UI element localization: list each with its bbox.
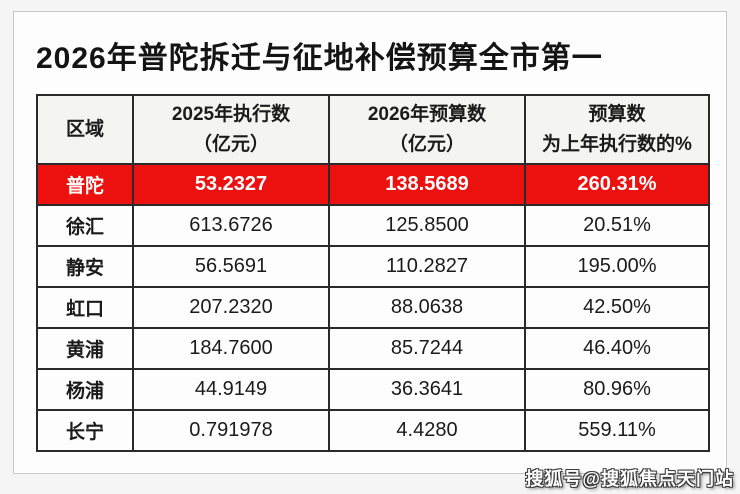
region-cell: 杨浦 — [36, 368, 134, 411]
table-row-xuhui: 徐汇 613.6726 125.8500 20.51% — [36, 204, 710, 247]
exec-2025-cell: 53.2327 — [132, 163, 330, 206]
budget-2026-cell: 88.0638 — [328, 286, 526, 329]
exec-2025-cell: 0.791978 — [132, 409, 330, 452]
exec-2025-cell: 184.7600 — [132, 327, 330, 370]
region-cell: 长宁 — [36, 409, 134, 452]
region-cell: 黄浦 — [36, 327, 134, 370]
budget-2026-cell: 125.8500 — [328, 204, 526, 247]
pct-cell: 559.11% — [524, 409, 710, 452]
budget-table: 区域 2025年执行数 （亿元） 2026年预算数 （亿元） 预算数 为上年执行… — [36, 94, 710, 452]
exec-2025-cell: 207.2320 — [132, 286, 330, 329]
table-row-huangpu: 黄浦 184.7600 85.7244 46.40% — [36, 327, 710, 370]
column-header-budget-2026: 2026年预算数 （亿元） — [328, 94, 526, 165]
region-cell: 徐汇 — [36, 204, 134, 247]
exec-2025-cell: 56.5691 — [132, 245, 330, 288]
column-header-exec-2025: 2025年执行数 （亿元） — [132, 94, 330, 165]
pct-cell: 42.50% — [524, 286, 710, 329]
pct-cell: 195.00% — [524, 245, 710, 288]
content-card: 2026年普陀拆迁与征地补偿预算全市第一 区域 2025年执行数 （亿元） 20… — [13, 11, 727, 474]
exec-2025-cell: 613.6726 — [132, 204, 330, 247]
pct-cell: 20.51% — [524, 204, 710, 247]
budget-2026-cell: 110.2827 — [328, 245, 526, 288]
region-cell: 普陀 — [36, 163, 134, 206]
table-row-yangpu: 杨浦 44.9149 36.3641 80.96% — [36, 368, 710, 411]
pct-cell: 260.31% — [524, 163, 710, 206]
exec-2025-cell: 44.9149 — [132, 368, 330, 411]
column-header-pct-of-prev: 预算数 为上年执行数的% — [524, 94, 710, 165]
budget-2026-cell: 138.5689 — [328, 163, 526, 206]
pct-cell: 80.96% — [524, 368, 710, 411]
table-header-row: 区域 2025年执行数 （亿元） 2026年预算数 （亿元） 预算数 为上年执行… — [36, 94, 710, 165]
table-row-hongkou: 虹口 207.2320 88.0638 42.50% — [36, 286, 710, 329]
column-header-region: 区域 — [36, 94, 134, 165]
budget-2026-cell: 85.7244 — [328, 327, 526, 370]
watermark: 搜狐号@搜狐焦点天门站 — [525, 469, 734, 489]
budget-2026-cell: 36.3641 — [328, 368, 526, 411]
region-cell: 虹口 — [36, 286, 134, 329]
page-title: 2026年普陀拆迁与征地补偿预算全市第一 — [36, 42, 603, 75]
table-row-changning: 长宁 0.791978 4.4280 559.11% — [36, 409, 710, 452]
pct-cell: 46.40% — [524, 327, 710, 370]
table-row-putuo: 普陀 53.2327 138.5689 260.31% — [36, 163, 710, 206]
region-cell: 静安 — [36, 245, 134, 288]
budget-2026-cell: 4.4280 — [328, 409, 526, 452]
table-row-jingan: 静安 56.5691 110.2827 195.00% — [36, 245, 710, 288]
